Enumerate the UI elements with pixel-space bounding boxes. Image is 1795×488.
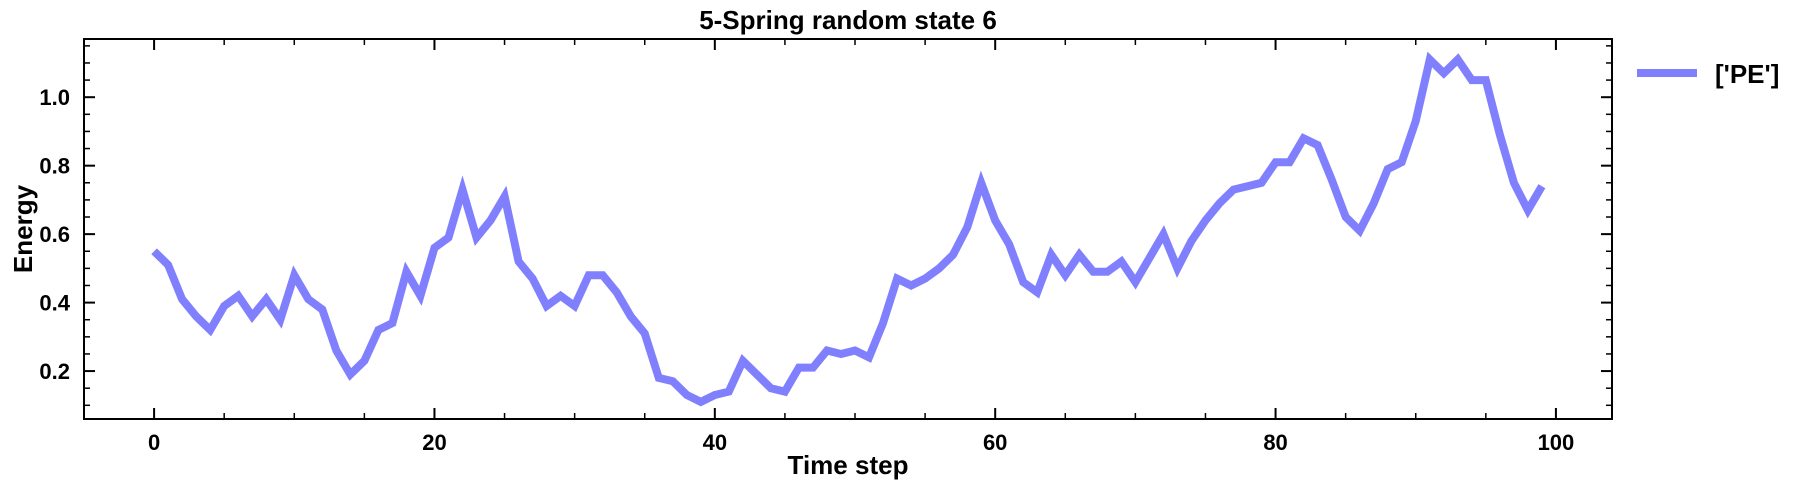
- y-axis-label: Energy: [8, 184, 38, 273]
- x-tick-label: 40: [703, 430, 727, 455]
- y-tick-label: 1.0: [39, 85, 70, 110]
- chart-title: 5-Spring random state 6: [699, 5, 997, 35]
- legend: ['PE']: [1637, 59, 1779, 89]
- legend-label: ['PE']: [1715, 59, 1779, 89]
- y-tick-label: 0.8: [39, 154, 70, 179]
- x-tick-label: 0: [148, 430, 160, 455]
- plot-area: [83, 38, 1613, 420]
- series-layer: [151, 51, 1546, 407]
- axis-ticks: 0 20 40 60 80 100 0.2 0.4 0.6 0.8 1.0: [39, 39, 1612, 455]
- series-line: [151, 51, 1546, 407]
- x-tick-label: 100: [1538, 430, 1575, 455]
- x-tick-label: 80: [1263, 430, 1287, 455]
- x-tick-label: 20: [422, 430, 446, 455]
- y-tick-label: 0.2: [39, 359, 70, 384]
- y-tick-label: 0.6: [39, 222, 70, 247]
- x-axis-label: Time step: [788, 450, 909, 480]
- y-tick-label: 0.4: [39, 291, 70, 316]
- x-tick-label: 60: [983, 430, 1007, 455]
